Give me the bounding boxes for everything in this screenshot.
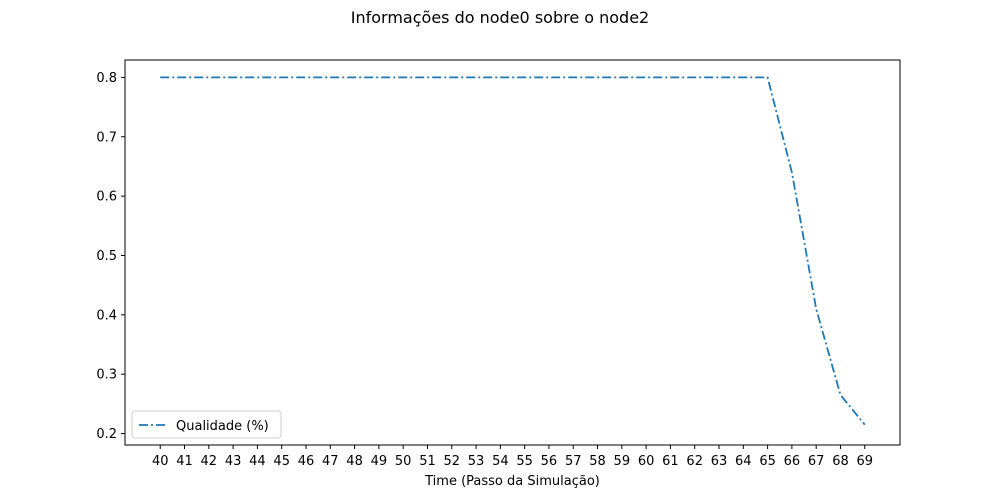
- y-tick-label: 0.2: [96, 427, 117, 442]
- legend: Qualidade (%): [131, 410, 282, 439]
- x-tick-label: 61: [662, 454, 679, 469]
- x-tick-label: 66: [784, 454, 801, 469]
- x-tick-label: 62: [686, 454, 703, 469]
- y-tick-label: 0.3: [96, 368, 117, 383]
- x-tick-label: 49: [371, 454, 388, 469]
- x-tick-label: 46: [298, 454, 315, 469]
- x-tick-label: 43: [225, 454, 242, 469]
- x-axis-ticks: 40 41 42 43 44 45 46 47 48 49 50 51 52 53 54 55 56 57 58 59…: [152, 445, 873, 469]
- x-tick-label: 41: [176, 454, 193, 469]
- x-tick-label: 59: [614, 454, 631, 469]
- x-tick-label: 50: [395, 454, 412, 469]
- series-line-qualidade: [160, 76, 866, 426]
- x-tick-label: 57: [565, 454, 582, 469]
- y-tick-label: 0.6: [96, 190, 117, 205]
- y-tick-label: 0.8: [96, 71, 117, 86]
- y-axis-ticks: 0.2 0.3 0.4 0.5 0.6 0.7 0.8: [96, 71, 125, 442]
- x-tick-label: 67: [808, 454, 825, 469]
- series-layer: [160, 76, 866, 426]
- plot-frame: [124, 59, 901, 446]
- x-tick-label: 52: [443, 454, 460, 469]
- x-tick-label: 65: [759, 454, 776, 469]
- x-tick-label: 55: [516, 454, 533, 469]
- x-tick-label: 54: [492, 454, 509, 469]
- x-tick-label: 53: [468, 454, 485, 469]
- x-tick-label: 60: [638, 454, 655, 469]
- legend-box: [131, 410, 282, 439]
- y-tick-label: 0.7: [96, 130, 117, 145]
- x-tick-label: 56: [541, 454, 558, 469]
- x-tick-label: 48: [346, 454, 363, 469]
- x-tick-label: 42: [201, 454, 218, 469]
- x-tick-label: 58: [589, 454, 606, 469]
- y-tick-label: 0.5: [96, 249, 117, 264]
- chart-title: Informações do node0 sobre o node2: [351, 8, 649, 27]
- x-tick-label: 40: [152, 454, 169, 469]
- x-axis-label: Time (Passo da Simulação): [424, 474, 600, 489]
- x-tick-label: 63: [711, 454, 728, 469]
- x-tick-label: 47: [322, 454, 339, 469]
- x-tick-label: 64: [735, 454, 752, 469]
- y-tick-label: 0.4: [96, 308, 117, 323]
- x-tick-label: 68: [832, 454, 849, 469]
- x-tick-label: 69: [856, 454, 873, 469]
- x-tick-label: 51: [419, 454, 436, 469]
- x-tick-label: 44: [249, 454, 266, 469]
- x-tick-label: 45: [273, 454, 290, 469]
- legend-label: Qualidade (%): [176, 419, 269, 434]
